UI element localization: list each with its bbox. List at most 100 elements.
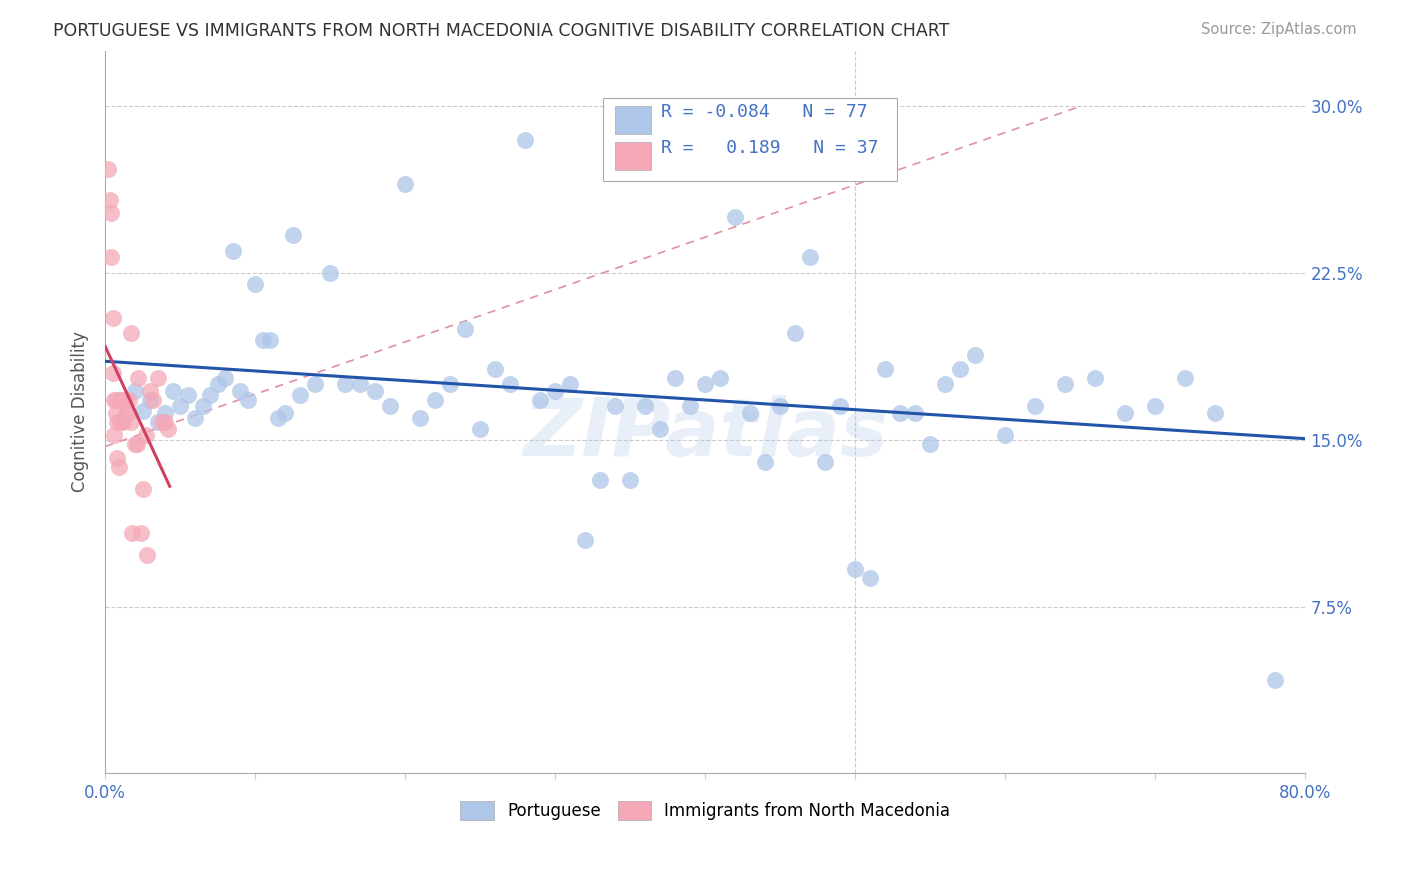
Point: [1204, 406, 1226, 420]
Point: [920, 437, 942, 451]
Point: [679, 400, 702, 414]
Point: [1114, 406, 1136, 420]
Point: [740, 406, 762, 420]
Point: [107, 392, 129, 407]
Point: [470, 422, 492, 436]
Point: [124, 384, 146, 398]
Point: [150, 415, 173, 429]
Point: [121, 526, 143, 541]
Point: [129, 526, 152, 541]
Point: [949, 361, 972, 376]
Point: [98, 193, 121, 207]
Point: [560, 377, 582, 392]
Point: [110, 415, 132, 429]
Point: [100, 251, 122, 265]
Point: [136, 549, 159, 563]
Point: [274, 406, 297, 420]
Text: R =   0.189   N = 37: R = 0.189 N = 37: [661, 139, 879, 157]
Point: [191, 400, 214, 414]
Point: [830, 400, 852, 414]
Point: [380, 400, 402, 414]
Point: [104, 406, 127, 420]
Point: [101, 366, 124, 380]
FancyBboxPatch shape: [616, 143, 651, 170]
Point: [394, 177, 416, 191]
Point: [335, 377, 357, 392]
FancyBboxPatch shape: [603, 97, 897, 181]
Point: [107, 459, 129, 474]
Text: Source: ZipAtlas.com: Source: ZipAtlas.com: [1201, 22, 1357, 37]
Point: [146, 370, 169, 384]
Point: [146, 415, 169, 429]
Point: [799, 251, 821, 265]
Legend: Portuguese, Immigrants from North Macedonia: Portuguese, Immigrants from North Macedo…: [454, 794, 957, 827]
Point: [484, 361, 506, 376]
Point: [349, 377, 371, 392]
Point: [169, 400, 191, 414]
Point: [814, 455, 837, 469]
Point: [605, 400, 627, 414]
Point: [619, 473, 641, 487]
Point: [100, 206, 122, 220]
Point: [184, 410, 207, 425]
Point: [157, 422, 180, 436]
Point: [589, 473, 612, 487]
Point: [1024, 400, 1046, 414]
Point: [245, 277, 267, 292]
Point: [754, 455, 776, 469]
Point: [101, 310, 124, 325]
Point: [695, 377, 717, 392]
Point: [709, 370, 731, 384]
Point: [859, 571, 882, 585]
Point: [1174, 370, 1197, 384]
Text: R = -0.084   N = 77: R = -0.084 N = 77: [661, 103, 868, 121]
Point: [1084, 370, 1107, 384]
Point: [105, 415, 128, 429]
FancyBboxPatch shape: [616, 106, 651, 134]
Point: [281, 228, 304, 243]
Point: [290, 388, 312, 402]
Point: [634, 400, 657, 414]
Point: [132, 404, 155, 418]
Point: [650, 422, 672, 436]
Point: [515, 133, 537, 147]
Point: [529, 392, 551, 407]
Point: [142, 392, 165, 407]
Point: [574, 533, 596, 547]
Text: PORTUGUESE VS IMMIGRANTS FROM NORTH MACEDONIA COGNITIVE DISABILITY CORRELATION C: PORTUGUESE VS IMMIGRANTS FROM NORTH MACE…: [53, 22, 950, 40]
Point: [319, 266, 342, 280]
Point: [104, 392, 127, 407]
Y-axis label: Cognitive Disability: Cognitive Disability: [72, 332, 89, 492]
Point: [114, 392, 136, 407]
Point: [724, 211, 747, 225]
Point: [120, 415, 142, 429]
Point: [127, 370, 149, 384]
Point: [222, 244, 245, 258]
Point: [236, 392, 259, 407]
Point: [139, 384, 162, 398]
Point: [1054, 377, 1077, 392]
Point: [875, 361, 897, 376]
Point: [207, 377, 229, 392]
Point: [111, 392, 134, 407]
Point: [120, 326, 142, 340]
Point: [259, 333, 281, 347]
Point: [425, 392, 447, 407]
Point: [965, 348, 987, 362]
Point: [139, 392, 162, 407]
Point: [364, 384, 387, 398]
Point: [1144, 400, 1167, 414]
Point: [1264, 673, 1286, 687]
Point: [889, 406, 911, 420]
Point: [544, 384, 567, 398]
Point: [118, 392, 141, 407]
Point: [267, 410, 290, 425]
Point: [499, 377, 522, 392]
Point: [409, 410, 432, 425]
Point: [200, 388, 222, 402]
Point: [105, 450, 128, 465]
Point: [785, 326, 807, 340]
Text: ZIPatlas: ZIPatlas: [523, 395, 887, 473]
Point: [214, 370, 236, 384]
Point: [112, 415, 135, 429]
